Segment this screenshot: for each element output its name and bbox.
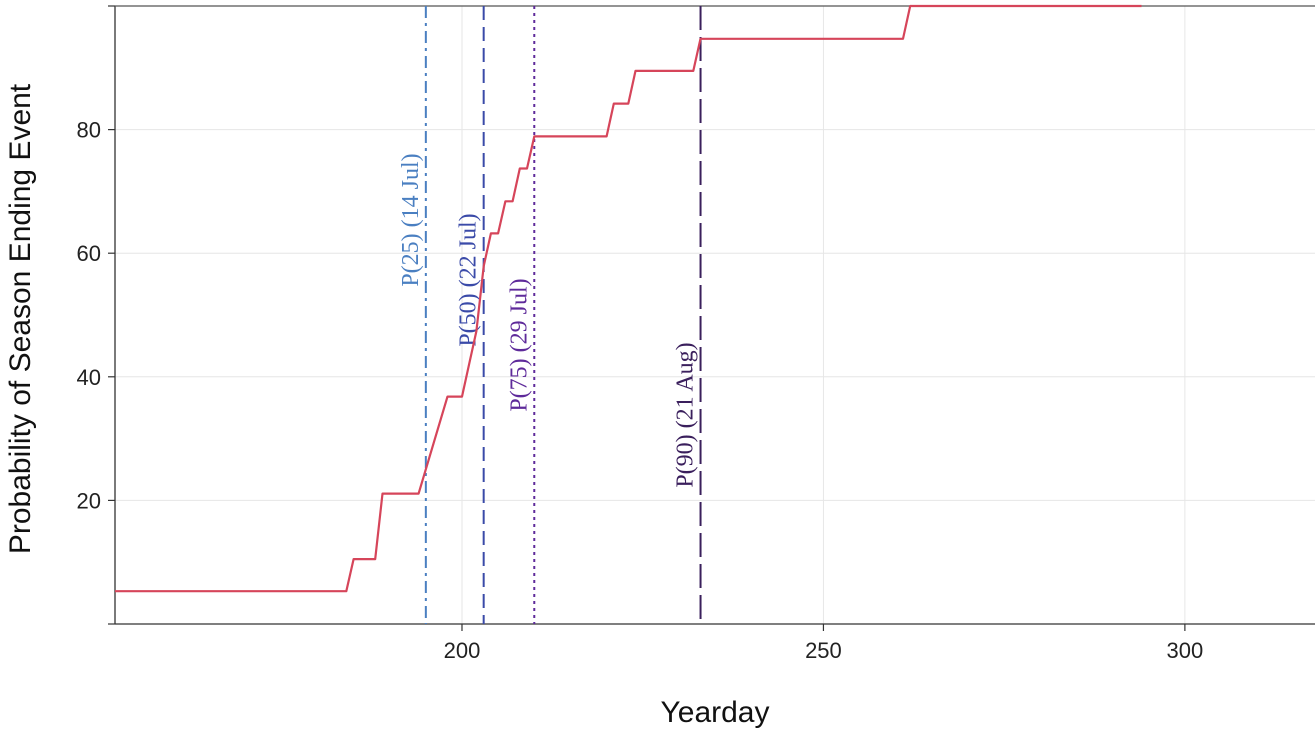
reference-line-label: P(75) (29 Jul) bbox=[506, 278, 532, 411]
y-tick-label: 40 bbox=[77, 365, 101, 390]
x-tick-label: 300 bbox=[1167, 638, 1204, 663]
y-axis-title: Probability of Season Ending Event bbox=[4, 83, 37, 554]
grid bbox=[115, 6, 1315, 624]
series-line bbox=[115, 4, 1142, 593]
y-tick-label: 80 bbox=[77, 118, 101, 143]
y-tick-label: 60 bbox=[77, 241, 101, 266]
reference-line-label: P(25) (14 Jul) bbox=[398, 153, 424, 286]
x-tick-label: 200 bbox=[444, 638, 481, 663]
axes bbox=[108, 5, 1315, 631]
x-tick-label: 250 bbox=[805, 638, 842, 663]
reference-line-label: P(90) (21 Aug) bbox=[673, 342, 699, 487]
tick-labels: 200 250 300 20 40 60 80 bbox=[77, 118, 1204, 663]
reference-lines: P(25) (14 Jul) P(50) (22 Jul) P(75) (29 Ju… bbox=[398, 6, 702, 624]
x-axis-title: Yearday bbox=[661, 696, 770, 729]
series bbox=[115, 4, 1142, 593]
y-tick-label: 20 bbox=[77, 488, 101, 513]
